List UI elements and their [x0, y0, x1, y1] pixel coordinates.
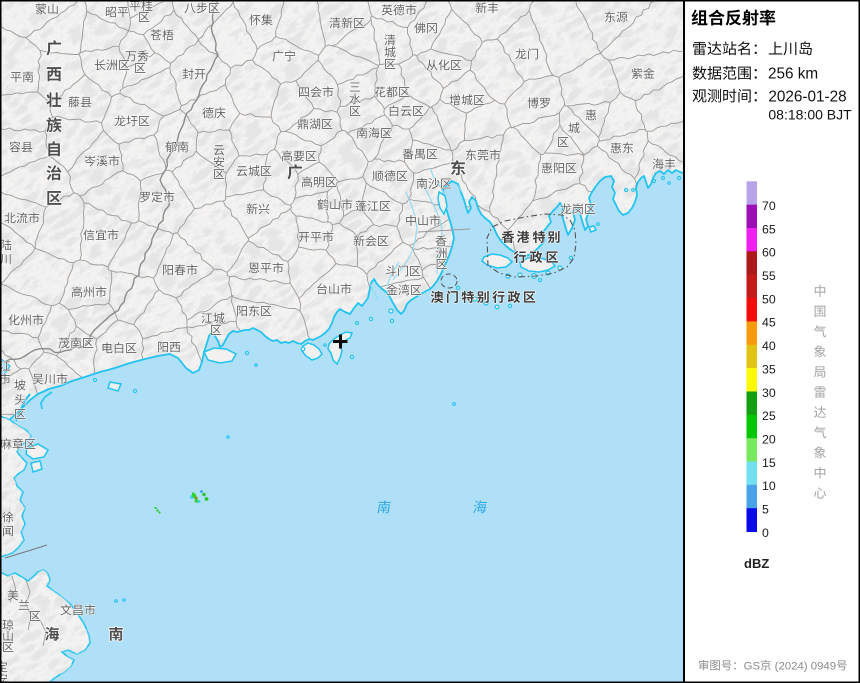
svg-text:20: 20 [762, 433, 776, 447]
svg-text:65: 65 [762, 222, 776, 236]
svg-text:5: 5 [762, 503, 769, 517]
svg-text:55: 55 [762, 269, 776, 283]
svg-text:35: 35 [762, 362, 776, 376]
svg-text:GS: GS [744, 661, 761, 673]
svg-text:(2024) 0949: (2024) 0949 [772, 661, 837, 673]
svg-text:40: 40 [762, 339, 776, 353]
svg-text:60: 60 [762, 246, 776, 260]
svg-text:45: 45 [762, 316, 776, 330]
svg-text:70: 70 [762, 199, 776, 213]
svg-text:10: 10 [762, 479, 776, 493]
svg-text:2026-01-28: 2026-01-28 [768, 88, 846, 105]
svg-text:dBZ: dBZ [744, 556, 769, 571]
svg-text:256 km: 256 km [768, 66, 818, 83]
svg-text:08:18:00 BJT: 08:18:00 BJT [768, 107, 852, 123]
svg-text:25: 25 [762, 409, 776, 423]
svg-text:15: 15 [762, 456, 776, 470]
svg-text:50: 50 [762, 292, 776, 306]
svg-text:0: 0 [762, 526, 769, 540]
svg-text:30: 30 [762, 386, 776, 400]
